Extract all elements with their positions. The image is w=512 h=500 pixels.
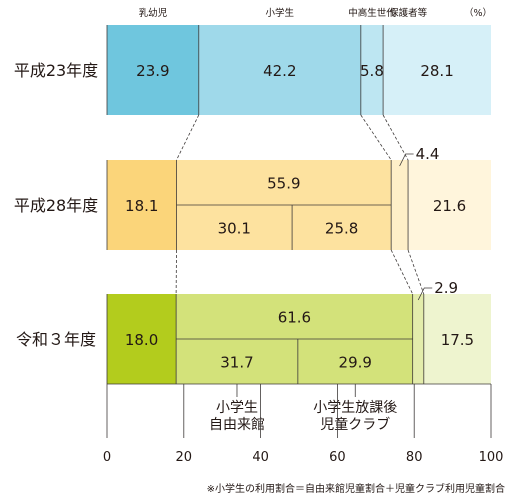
annotation-label: 小学生 xyxy=(216,400,258,416)
percent-unit-label: （%） xyxy=(464,7,492,19)
connector-lines xyxy=(175,114,425,295)
row-label: 平成28年度 xyxy=(14,196,98,215)
bar-segment xyxy=(107,160,177,250)
row-label: 令和３年度 xyxy=(16,330,96,349)
connector-line xyxy=(390,249,414,295)
connector-line xyxy=(360,114,392,161)
bar-segment xyxy=(360,25,384,115)
data-label: 4.4 xyxy=(416,145,440,163)
data-label: 5.8 xyxy=(360,62,384,80)
footnote: ※小学生の利用割合＝自由来館児童割合＋児童クラブ利用児童割合 xyxy=(207,482,505,495)
data-label: 21.6 xyxy=(433,197,466,215)
bar-segment xyxy=(198,25,361,115)
bar-segment xyxy=(107,25,199,115)
annotation-label: 小学生放課後 xyxy=(313,400,397,416)
connector-line xyxy=(407,249,425,295)
bar-segment xyxy=(412,294,424,384)
data-label: 25.8 xyxy=(325,220,358,238)
data-label: 17.5 xyxy=(441,331,474,349)
data-label: 28.1 xyxy=(420,62,453,80)
x-tick-label: 80 xyxy=(406,450,423,465)
callout-line xyxy=(399,153,414,167)
data-label: 2.9 xyxy=(434,279,458,297)
x-tick-label: 20 xyxy=(176,450,193,465)
column-header: 保護者等 xyxy=(389,7,428,19)
row-label: 平成23年度 xyxy=(14,61,98,80)
callout-line xyxy=(417,287,433,301)
x-tick-label: 40 xyxy=(252,450,269,465)
bars-layer xyxy=(106,25,491,384)
column-header: 小学生 xyxy=(266,7,295,19)
data-label: 18.0 xyxy=(125,331,158,349)
data-label: 29.9 xyxy=(339,354,372,372)
x-axis: 0 20 40 60 80 100 xyxy=(103,383,504,465)
bar-segment xyxy=(391,160,409,250)
column-header: 中高生世代 xyxy=(348,7,396,19)
x-tick-label: 60 xyxy=(329,450,346,465)
data-label: 30.1 xyxy=(218,220,251,238)
data-label: 18.1 xyxy=(125,197,158,215)
x-tick-label: 0 xyxy=(103,450,111,465)
column-header: 乳幼児 xyxy=(139,7,168,19)
annotation-label: 自由来館 xyxy=(209,416,265,433)
data-label: 31.7 xyxy=(220,354,253,372)
bar-segment xyxy=(408,160,491,250)
data-label: 42.2 xyxy=(263,62,296,80)
x-tick-label: 100 xyxy=(479,450,504,465)
data-label: 61.6 xyxy=(278,309,311,327)
annotation-label: 児童クラブ xyxy=(320,416,390,433)
connector-line xyxy=(382,114,409,161)
bar-segment xyxy=(107,294,177,384)
data-label: 23.9 xyxy=(136,62,169,80)
data-label: 55.9 xyxy=(267,175,300,193)
bar-segment xyxy=(383,25,491,115)
bar-segment xyxy=(423,294,491,384)
connector-line xyxy=(176,114,200,161)
